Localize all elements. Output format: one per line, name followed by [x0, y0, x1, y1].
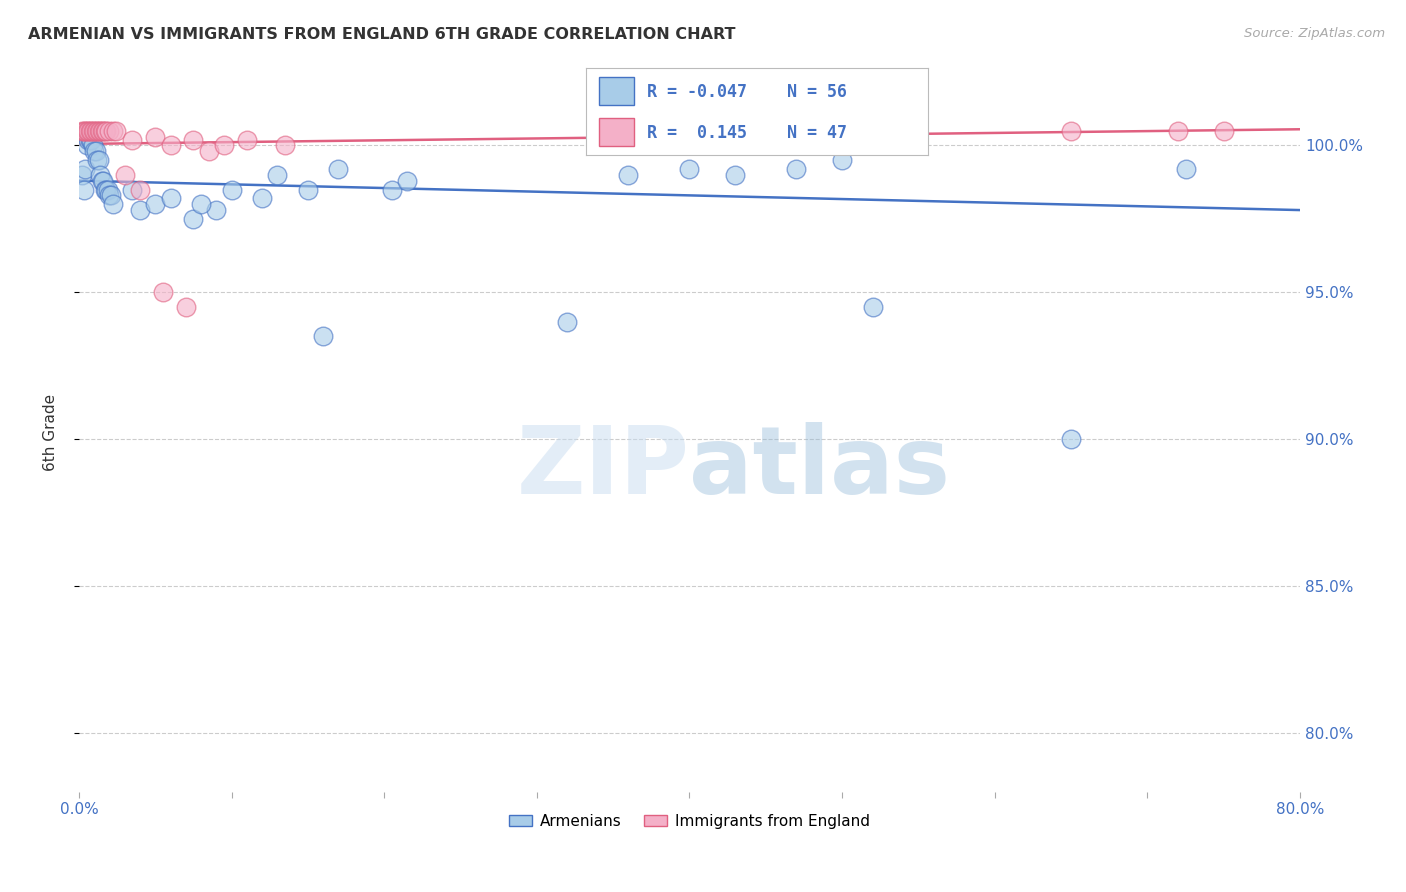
Immigrants from England	[82, 124, 104, 138]
Immigrants from England	[86, 124, 108, 138]
Armenians	[94, 182, 117, 196]
Legend: Armenians, Immigrants from England: Armenians, Immigrants from England	[503, 807, 876, 835]
Armenians	[205, 203, 228, 218]
Armenians	[617, 168, 640, 182]
Armenians	[73, 161, 96, 176]
Immigrants from England	[76, 124, 98, 138]
Armenians	[86, 153, 108, 168]
Armenians	[724, 168, 747, 182]
Immigrants from England	[96, 124, 118, 138]
Armenians	[89, 168, 111, 182]
Armenians	[129, 203, 152, 218]
Text: ZIP: ZIP	[516, 422, 689, 514]
Immigrants from England	[212, 138, 235, 153]
Armenians	[82, 138, 104, 153]
Armenians	[98, 188, 121, 202]
Armenians	[328, 161, 350, 176]
Immigrants from England	[79, 124, 101, 138]
Immigrants from England	[114, 168, 136, 182]
Armenians	[159, 191, 181, 205]
Armenians	[93, 174, 115, 188]
Armenians	[396, 174, 419, 188]
Text: Source: ZipAtlas.com: Source: ZipAtlas.com	[1244, 27, 1385, 40]
Armenians	[678, 161, 700, 176]
Armenians	[72, 182, 94, 196]
Armenians	[312, 329, 335, 343]
Armenians	[96, 182, 118, 196]
Armenians	[221, 182, 243, 196]
Immigrants from England	[236, 132, 259, 146]
Armenians	[84, 145, 107, 159]
Immigrants from England	[72, 124, 94, 138]
Armenians	[70, 168, 93, 182]
Immigrants from England	[94, 124, 117, 138]
Immigrants from England	[197, 145, 219, 159]
Immigrants from England	[121, 132, 143, 146]
Immigrants from England	[73, 124, 96, 138]
Armenians	[77, 132, 100, 146]
Armenians	[76, 138, 98, 153]
Armenians	[1060, 432, 1083, 446]
Immigrants from England	[143, 129, 166, 144]
Immigrants from England	[84, 124, 107, 138]
Armenians	[101, 197, 124, 211]
Armenians	[266, 168, 288, 182]
Armenians	[250, 191, 273, 205]
Immigrants from England	[174, 300, 197, 314]
Immigrants from England	[183, 132, 205, 146]
Armenians	[100, 188, 122, 202]
Armenians	[79, 132, 101, 146]
Immigrants from England	[104, 124, 127, 138]
Armenians	[87, 153, 110, 168]
Armenians	[1174, 161, 1197, 176]
Immigrants from England	[1167, 124, 1189, 138]
Immigrants from England	[70, 124, 93, 138]
Immigrants from England	[152, 285, 174, 300]
Immigrants from England	[80, 124, 103, 138]
Armenians	[831, 153, 853, 168]
Immigrants from England	[89, 124, 111, 138]
Armenians	[190, 197, 212, 211]
Immigrants from England	[274, 138, 297, 153]
Text: ARMENIAN VS IMMIGRANTS FROM ENGLAND 6TH GRADE CORRELATION CHART: ARMENIAN VS IMMIGRANTS FROM ENGLAND 6TH …	[28, 27, 735, 42]
Immigrants from England	[159, 138, 181, 153]
Armenians	[97, 182, 120, 196]
Text: atlas: atlas	[689, 422, 950, 514]
Armenians	[785, 161, 807, 176]
Immigrants from England	[77, 124, 100, 138]
Armenians	[143, 197, 166, 211]
Immigrants from England	[98, 124, 121, 138]
Armenians	[862, 300, 884, 314]
Immigrants from England	[87, 124, 110, 138]
Immigrants from England	[83, 124, 105, 138]
Immigrants from England	[101, 124, 124, 138]
Immigrants from England	[90, 124, 112, 138]
Armenians	[121, 182, 143, 196]
Immigrants from England	[129, 182, 152, 196]
Armenians	[297, 182, 319, 196]
Armenians	[381, 182, 404, 196]
Y-axis label: 6th Grade: 6th Grade	[44, 393, 58, 470]
Armenians	[83, 145, 105, 159]
Armenians	[557, 315, 579, 329]
Armenians	[90, 174, 112, 188]
Armenians	[183, 211, 205, 226]
Immigrants from England	[93, 124, 115, 138]
Immigrants from England	[1060, 124, 1083, 138]
Armenians	[80, 132, 103, 146]
Immigrants from England	[1212, 124, 1234, 138]
